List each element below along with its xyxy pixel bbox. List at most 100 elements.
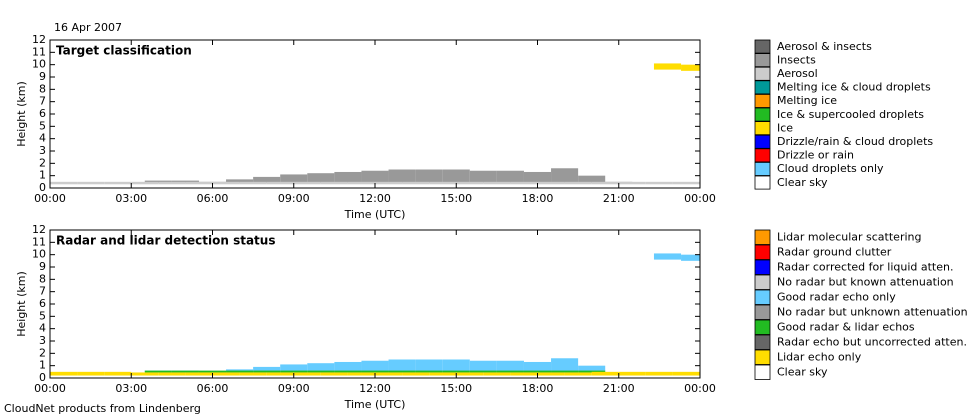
plot-frame xyxy=(49,39,701,189)
panel-title: Radar and lidar detection status xyxy=(56,234,275,248)
x-tick-label: 03:00 xyxy=(115,192,147,205)
class-area xyxy=(280,370,308,373)
x-tick-label: 12:00 xyxy=(359,382,391,395)
legend-label: Radar corrected for liquid atten. xyxy=(777,261,953,274)
class-area xyxy=(239,372,267,376)
class-area xyxy=(537,181,565,185)
y-tick-label: 3 xyxy=(39,144,46,157)
y-tick-label: 7 xyxy=(39,285,46,298)
legend-swatch xyxy=(754,107,771,122)
date: 16 Apr 2007 xyxy=(54,21,122,34)
class-area xyxy=(681,254,700,261)
class-area xyxy=(496,170,524,184)
class-area xyxy=(361,170,389,184)
class-area xyxy=(334,171,362,184)
class-area xyxy=(578,175,606,184)
class-area xyxy=(307,363,335,372)
class-area xyxy=(375,372,403,376)
legend-swatch xyxy=(754,274,771,290)
class-area xyxy=(591,181,619,185)
x-tick-label: 03:00 xyxy=(115,382,147,395)
class-area xyxy=(226,179,254,184)
legend-swatch xyxy=(754,334,771,350)
x-tick-label: 09:00 xyxy=(278,382,310,395)
y-tick-label: 10 xyxy=(32,58,46,71)
legend-swatch xyxy=(754,349,771,365)
class-area xyxy=(307,173,335,184)
class-area xyxy=(77,181,105,185)
legend-label: Radar ground clutter xyxy=(777,246,892,259)
legend-swatch xyxy=(754,134,771,149)
y-tick-label: 11 xyxy=(32,45,46,58)
class-area xyxy=(347,372,375,376)
legend-swatch xyxy=(754,259,771,275)
y-tick-label: 5 xyxy=(39,309,46,322)
y-tick-label: 8 xyxy=(39,272,46,285)
class-area xyxy=(253,366,281,372)
class-area xyxy=(551,168,579,184)
legend-label: Cloud droplets only xyxy=(777,162,884,175)
x-tick-label: 00:00 xyxy=(684,192,716,205)
y-tick-label: 12 xyxy=(32,33,46,46)
y-tick-label: 3 xyxy=(39,334,46,347)
class-area xyxy=(375,181,403,185)
class-area xyxy=(618,371,646,376)
x-tick-label: 21:00 xyxy=(603,192,635,205)
class-area xyxy=(334,361,362,372)
class-area xyxy=(551,358,579,372)
class-area xyxy=(672,181,700,185)
class-area xyxy=(158,181,186,185)
class-area xyxy=(681,64,700,71)
legend-swatch xyxy=(754,39,771,54)
class-area xyxy=(388,370,416,373)
class-area xyxy=(320,372,348,376)
class-area xyxy=(483,181,511,185)
class-area xyxy=(293,372,321,376)
x-tick-label: 18:00 xyxy=(522,382,554,395)
legend-swatch xyxy=(754,319,771,335)
class-area xyxy=(253,370,281,373)
class-area xyxy=(226,370,254,373)
class-area xyxy=(198,370,227,373)
y-tick-label: 9 xyxy=(39,70,46,83)
y-tick-label: 5 xyxy=(39,119,46,132)
x-tick-label: 18:00 xyxy=(522,192,554,205)
class-area xyxy=(50,371,78,376)
y-tick-label: 2 xyxy=(39,156,46,169)
legend-label: Aerosol & insects xyxy=(777,40,872,53)
legend-label: Good radar echo only xyxy=(777,291,896,304)
class-area xyxy=(564,372,592,376)
class-area xyxy=(456,372,484,376)
class-area xyxy=(496,370,524,373)
legend-label: Lidar echo only xyxy=(777,351,862,364)
y-tick-label: 2 xyxy=(39,346,46,359)
legend-label: Clear sky xyxy=(777,366,828,379)
legend-swatch xyxy=(754,80,771,95)
class-area xyxy=(496,360,524,372)
legend-swatch xyxy=(754,161,771,176)
y-axis-label: Height (km) xyxy=(15,81,28,147)
class-area xyxy=(158,372,186,376)
class-area xyxy=(523,171,552,184)
y-axis-label: Height (km) xyxy=(15,271,28,337)
class-area xyxy=(415,359,443,372)
class-area xyxy=(442,169,470,184)
class-area xyxy=(653,63,682,70)
x-tick-label: 21:00 xyxy=(603,382,635,395)
class-area xyxy=(388,359,416,372)
x-tick-label: 00:00 xyxy=(34,382,66,395)
y-tick-label: 7 xyxy=(39,95,46,108)
class-area xyxy=(469,360,497,372)
x-tick-label: 06:00 xyxy=(197,192,229,205)
class-area xyxy=(185,181,213,185)
class-area xyxy=(402,372,430,376)
legend-swatch xyxy=(754,304,771,320)
legend-label: No radar but known attenuation xyxy=(777,276,954,289)
class-area xyxy=(104,181,132,185)
class-area xyxy=(483,372,511,376)
class-area xyxy=(334,370,362,373)
class-area xyxy=(212,372,240,376)
class-area xyxy=(131,372,159,376)
class-area xyxy=(578,370,606,373)
class-area xyxy=(645,371,673,376)
